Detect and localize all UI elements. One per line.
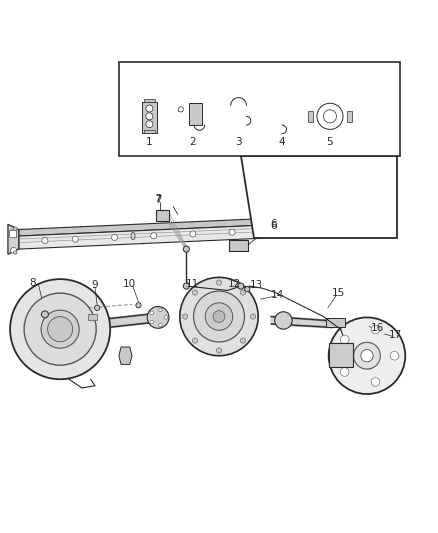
Circle shape [240,338,246,343]
Circle shape [151,232,157,239]
Text: 4: 4 [279,138,286,148]
Circle shape [10,279,110,379]
Circle shape [192,290,198,295]
Text: 5: 5 [327,138,333,148]
Bar [188,103,201,125]
Circle shape [24,293,96,365]
Circle shape [353,342,380,369]
Text: 11: 11 [186,279,200,289]
Circle shape [112,235,117,240]
Polygon shape [8,224,19,254]
Bar [325,318,345,327]
Bar [88,314,97,320]
Text: 15: 15 [332,288,345,298]
Circle shape [72,236,78,242]
Circle shape [14,227,17,230]
Bar [141,102,157,133]
Circle shape [229,229,235,235]
Bar [47,312,75,346]
Bar [119,62,399,156]
Circle shape [328,318,405,394]
Circle shape [150,311,153,314]
Circle shape [11,247,17,254]
Text: 6: 6 [270,221,277,231]
Circle shape [275,312,292,329]
Bar [144,130,155,133]
Circle shape [183,314,187,319]
Circle shape [146,105,153,112]
Bar [9,230,16,237]
Circle shape [192,338,198,343]
Text: 8: 8 [29,278,36,288]
Polygon shape [241,156,397,238]
Circle shape [194,291,244,342]
Text: 3: 3 [235,138,242,148]
Bar [308,111,314,122]
Bar [229,240,248,251]
Polygon shape [19,225,262,249]
Circle shape [245,287,250,292]
Circle shape [136,303,141,308]
Circle shape [184,283,189,289]
Text: 10: 10 [123,279,136,289]
Text: 1: 1 [146,138,153,148]
Text: 16: 16 [371,324,385,333]
Text: 7: 7 [154,194,160,204]
Text: 9: 9 [92,280,98,290]
Circle shape [238,283,244,289]
Circle shape [159,323,162,327]
Circle shape [216,280,222,285]
Circle shape [340,335,349,344]
Circle shape [178,107,184,112]
Circle shape [41,310,79,348]
Circle shape [11,229,17,235]
Circle shape [340,368,349,376]
Circle shape [251,314,255,319]
Circle shape [164,316,168,319]
Circle shape [42,311,48,318]
Text: 13: 13 [249,280,263,290]
Circle shape [213,311,225,322]
Text: 2: 2 [190,138,196,148]
Bar [346,111,352,122]
Circle shape [150,320,153,324]
Circle shape [95,305,100,310]
Text: 12: 12 [228,279,241,289]
Circle shape [190,231,196,237]
Text: 7: 7 [155,196,161,205]
Circle shape [146,120,153,128]
Circle shape [361,350,373,362]
Circle shape [42,238,48,244]
Polygon shape [19,219,262,236]
Bar [144,99,155,102]
Circle shape [159,308,162,312]
Polygon shape [88,312,167,329]
Circle shape [146,113,153,120]
Circle shape [184,246,189,252]
Circle shape [180,277,258,356]
Circle shape [48,317,73,342]
Circle shape [147,306,169,328]
Bar [156,210,169,221]
Polygon shape [119,347,132,365]
Circle shape [390,351,399,360]
Text: 6: 6 [270,219,277,229]
Text: 0: 0 [129,232,135,243]
Circle shape [371,325,380,334]
Polygon shape [271,317,332,327]
Text: 14: 14 [271,290,284,300]
Text: 17: 17 [389,330,402,340]
Circle shape [205,303,233,330]
Circle shape [240,290,246,295]
Bar [328,343,353,367]
Circle shape [371,377,380,386]
Circle shape [216,348,222,353]
Circle shape [14,251,17,254]
